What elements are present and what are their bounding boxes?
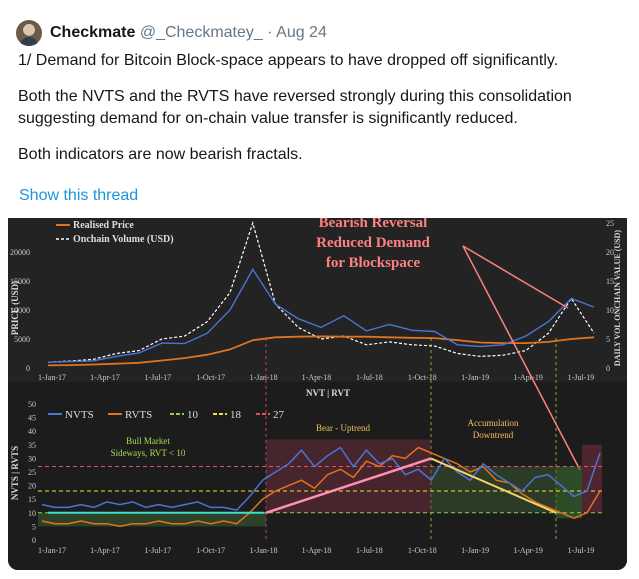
top-x-tick: 1-Oct-18 xyxy=(408,373,437,382)
author-name[interactable]: Checkmate xyxy=(50,24,136,41)
avatar[interactable] xyxy=(16,20,42,46)
bottom-y-label: NVTS | RVTS xyxy=(10,446,20,500)
chart-svg: 0 5000 10000 15000 20000 0 5 10 15 20 25 PRICE (USD… xyxy=(8,218,627,570)
legend-rvts: RVTS xyxy=(125,409,152,421)
annotation-arrow-top xyxy=(462,245,569,309)
nvts-line xyxy=(41,446,601,511)
bottom-y-tick: 40 xyxy=(28,427,36,436)
tweet-paragraph-3: Both indicators are now bearish fractals… xyxy=(18,146,303,163)
top-y2-tick: 15 xyxy=(606,277,614,286)
top-x-label: NVT | RVT xyxy=(306,388,350,398)
trend-arrow-accumulation xyxy=(430,457,557,514)
tweet-text: 1/ Demand for Bitcoin Block-space appear… xyxy=(18,50,618,180)
bottom-x-tick: 1-Jul-17 xyxy=(144,546,171,555)
top-x-tick: 1-Jul-19 xyxy=(568,373,595,382)
legend-nvts: NVTS xyxy=(65,409,94,421)
author-handle[interactable]: @_Checkmatey_ xyxy=(139,24,263,41)
top-x-tick: 1-Jan-19 xyxy=(461,373,489,382)
bottom-y-tick: 10 xyxy=(28,509,36,518)
onchain-volume-line xyxy=(47,220,595,363)
bottom-x-tick: 1-Jul-18 xyxy=(356,546,383,555)
zone-bull-sideways xyxy=(38,512,266,527)
tweet-paragraph-1: 1/ Demand for Bitcoin Block-space appear… xyxy=(18,52,559,69)
top-x-tick: 1-Apr-18 xyxy=(302,373,332,382)
bottom-y-tick: 50 xyxy=(28,400,36,409)
zone-accumulation xyxy=(431,466,556,513)
legend-10: 10 xyxy=(187,409,199,421)
bottom-x-tick: 1-Oct-17 xyxy=(196,546,225,555)
bottom-y-tick: 25 xyxy=(28,468,36,477)
bottom-y-tick: 30 xyxy=(28,454,36,463)
avatar-figure xyxy=(20,37,38,46)
rvts-line xyxy=(41,446,601,528)
bottom-y-tick: 0 xyxy=(32,536,36,545)
bottom-y-tick: 5 xyxy=(32,522,36,531)
bottom-x-tick: 1-Jan-17 xyxy=(38,546,66,555)
bottom-x-tick: 1-Oct-18 xyxy=(408,546,437,555)
top-y-tick: 15000 xyxy=(10,277,30,286)
realised-price-line xyxy=(47,335,595,367)
top-x-tick: 1-Jan-18 xyxy=(250,373,278,382)
top-x-tick: 1-Apr-19 xyxy=(513,373,543,382)
annotation-bearish-reversal: for Blockspace xyxy=(326,255,421,271)
legend-realised-price: Realised Price xyxy=(73,220,134,231)
top-x-tick: 1-Oct-17 xyxy=(196,373,225,382)
trend-arrow-bear-uptrend xyxy=(265,457,432,514)
top-y2-label: DAILY VOL ONCHAIN VALUE (USD) xyxy=(613,230,622,367)
legend-onchain-volume: Onchain Volume (USD) xyxy=(73,234,174,245)
bottom-x-tick: 1-Apr-17 xyxy=(90,546,120,555)
tweet-image[interactable]: 0 5000 10000 15000 20000 0 5 10 15 20 25 PRICE (USD… xyxy=(8,218,627,570)
bottom-x-tick: 1-Jan-19 xyxy=(461,546,489,555)
top-x-tick: 1-Apr-17 xyxy=(90,373,120,382)
tweet-paragraph-2: Both the NVTS and the RVTS have reversed… xyxy=(18,88,572,127)
bottom-y-tick: 45 xyxy=(28,414,36,423)
top-y-tick: 0 xyxy=(26,364,30,373)
bottom-x-tick: 1-Apr-19 xyxy=(513,546,543,555)
show-thread-link[interactable]: Show this thread xyxy=(19,187,139,204)
annotation-phase-label: Downtrend xyxy=(473,430,514,440)
top-panel-bg xyxy=(8,218,627,382)
top-y2-tick: 20 xyxy=(606,248,614,257)
annotation-bearish-reversal: Bearish Reversal xyxy=(319,218,428,231)
bottom-x-tick: 1-Jan-18 xyxy=(250,546,278,555)
bottom-x-tick: 1-Apr-18 xyxy=(302,546,332,555)
annotation-bearish-reversal: Reduced Demand xyxy=(316,235,430,251)
bottom-y-tick: 35 xyxy=(28,441,36,450)
bottom-y-tick: 15 xyxy=(28,495,36,504)
top-y-tick: 5000 xyxy=(14,335,30,344)
top-x-tick: 1-Jul-18 xyxy=(356,373,383,382)
top-x-tick: 1-Jul-17 xyxy=(144,373,171,382)
annotation-phase-label: Bull Market xyxy=(126,436,170,446)
tweet-date[interactable]: Aug 24 xyxy=(276,24,327,41)
annotation-phase-label: Bear - Uptrend xyxy=(316,423,370,433)
annotation-arrow-bottom xyxy=(462,245,581,471)
legend-27: 27 xyxy=(273,409,285,421)
top-y2-tick: 0 xyxy=(606,364,610,373)
top-y2-tick: 5 xyxy=(606,335,610,344)
top-y-tick: 10000 xyxy=(10,306,30,315)
zone-bear-uptrend xyxy=(266,439,431,513)
top-x-tick: 1-Jan-17 xyxy=(38,373,66,382)
tweet-header: Checkmate @_Checkmatey_ · Aug 24 xyxy=(50,24,327,42)
top-y-tick: 20000 xyxy=(10,248,30,257)
top-y2-tick: 10 xyxy=(606,306,614,315)
header-separator: · xyxy=(267,24,273,41)
annotation-phase-label: Sideways, RVT < 10 xyxy=(111,448,186,458)
top-y-label: PRICE (USD) xyxy=(10,281,20,335)
bottom-y-tick: 20 xyxy=(28,482,36,491)
bottom-x-tick: 1-Jul-19 xyxy=(568,546,595,555)
legend-18: 18 xyxy=(230,409,242,421)
annotation-phase-label: Accumulation xyxy=(468,418,519,428)
price-line xyxy=(47,268,595,363)
top-y2-tick: 25 xyxy=(606,219,614,228)
